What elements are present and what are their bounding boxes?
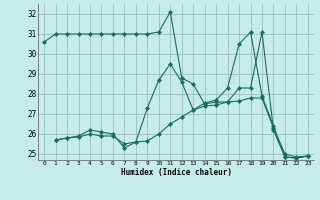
X-axis label: Humidex (Indice chaleur): Humidex (Indice chaleur)	[121, 168, 231, 177]
